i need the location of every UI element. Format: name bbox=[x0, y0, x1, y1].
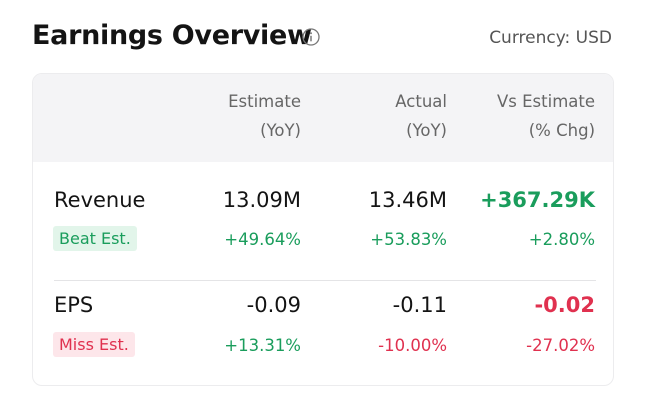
column-header: Vs Estimate (% Chg) bbox=[497, 87, 595, 145]
currency-label: Currency: USD bbox=[489, 28, 612, 48]
estimate: -0.09 bbox=[246, 293, 301, 317]
vs-estimate-change: -27.02% bbox=[526, 336, 595, 355]
header-line: Vs Estimate bbox=[496, 92, 595, 111]
vs-estimate: -0.02 bbox=[534, 293, 595, 317]
row-divider bbox=[54, 280, 596, 281]
actual-change: +53.83% bbox=[370, 230, 447, 249]
header-line: (YoY) bbox=[406, 121, 447, 140]
column-header: Estimate (YoY) bbox=[228, 87, 301, 145]
title: Earnings Overview bbox=[32, 20, 312, 51]
earnings-card: Estimate (YoY) Actual (YoY) Vs Estimate (% … bbox=[32, 73, 614, 386]
actual: -0.11 bbox=[392, 293, 447, 317]
beat-badge: Beat Est. bbox=[53, 226, 137, 251]
actual: 13.46M bbox=[368, 188, 447, 212]
header-line: Actual bbox=[395, 92, 447, 111]
miss-badge: Miss Est. bbox=[53, 332, 135, 357]
estimate-change: +49.64% bbox=[224, 230, 301, 249]
row-name: Revenue bbox=[54, 188, 146, 212]
estimate-change: +13.31% bbox=[224, 336, 301, 355]
estimate: 13.09M bbox=[222, 188, 301, 212]
header-line: (YoY) bbox=[260, 121, 301, 140]
table-header: Estimate (YoY) Actual (YoY) Vs Estimate (% … bbox=[33, 74, 613, 162]
row-name: EPS bbox=[54, 293, 94, 317]
column-header: Actual (YoY) bbox=[395, 87, 447, 145]
actual-change: -10.00% bbox=[378, 336, 447, 355]
info-icon[interactable] bbox=[302, 28, 320, 46]
vs-estimate-change: +2.80% bbox=[528, 230, 595, 249]
header-line: (% Chg) bbox=[528, 121, 595, 140]
header-line: Estimate bbox=[228, 92, 301, 111]
vs-estimate: +367.29K bbox=[480, 188, 595, 212]
